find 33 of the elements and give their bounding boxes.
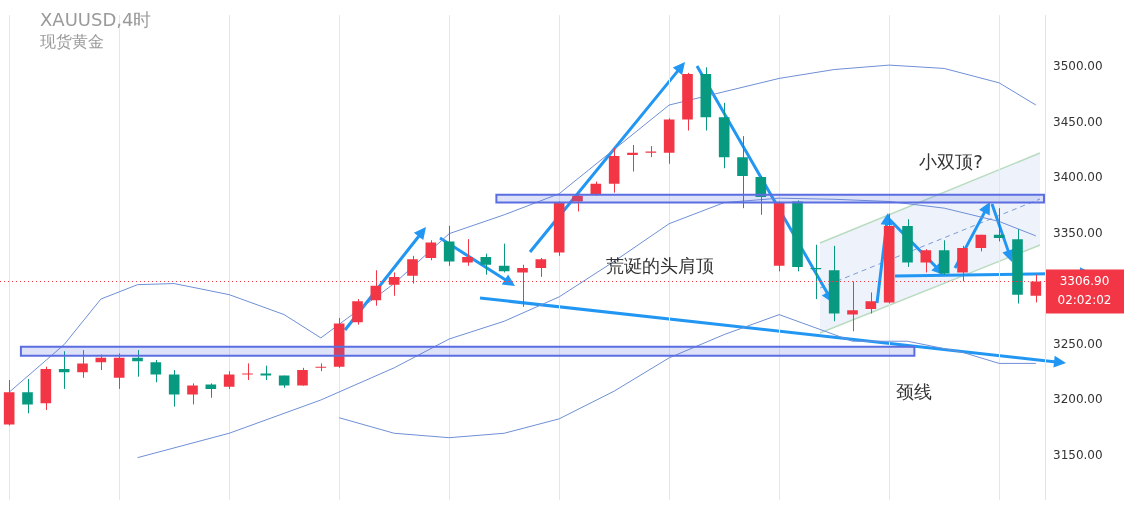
candlestick xyxy=(535,257,547,278)
candlestick xyxy=(920,248,932,273)
candlestick xyxy=(865,291,877,314)
candlestick xyxy=(627,144,638,173)
y-tick-label: 3150.00 xyxy=(1053,447,1103,462)
candlestick xyxy=(938,239,950,276)
y-tick-label: 3400.00 xyxy=(1053,170,1103,185)
candlestick xyxy=(150,359,162,383)
candlestick xyxy=(480,253,492,276)
y-tick-label: 3200.00 xyxy=(1053,392,1103,407)
y-tick-label: 3500.00 xyxy=(1053,59,1103,74)
band-label: 颈线 xyxy=(896,381,933,403)
candlestick xyxy=(113,352,125,390)
annotation: 小双顶? xyxy=(919,150,983,172)
candlestick xyxy=(443,225,455,267)
chart-title: XAUUSD,4时 xyxy=(40,8,152,32)
candlestick xyxy=(352,298,363,326)
candlestick xyxy=(462,238,473,267)
y-tick-label: 3350.00 xyxy=(1053,225,1103,240)
candlestick xyxy=(22,378,33,414)
text: 02:02:02 xyxy=(1057,292,1112,307)
text: 现货黄金 xyxy=(40,32,104,53)
y-tick-label: 3450.00 xyxy=(1053,114,1103,129)
annotation: 荒诞的头肩顶 xyxy=(606,254,715,276)
candlestick xyxy=(737,135,748,209)
ref-line-label: 3306.90 xyxy=(1059,273,1110,288)
candlestick xyxy=(132,349,143,378)
y-tick-label: 3250.00 xyxy=(1053,336,1103,351)
candlestick xyxy=(242,362,253,381)
candlestick xyxy=(187,382,198,405)
candlestick xyxy=(77,349,88,379)
candlestick xyxy=(168,369,180,408)
candlestick xyxy=(425,239,437,261)
